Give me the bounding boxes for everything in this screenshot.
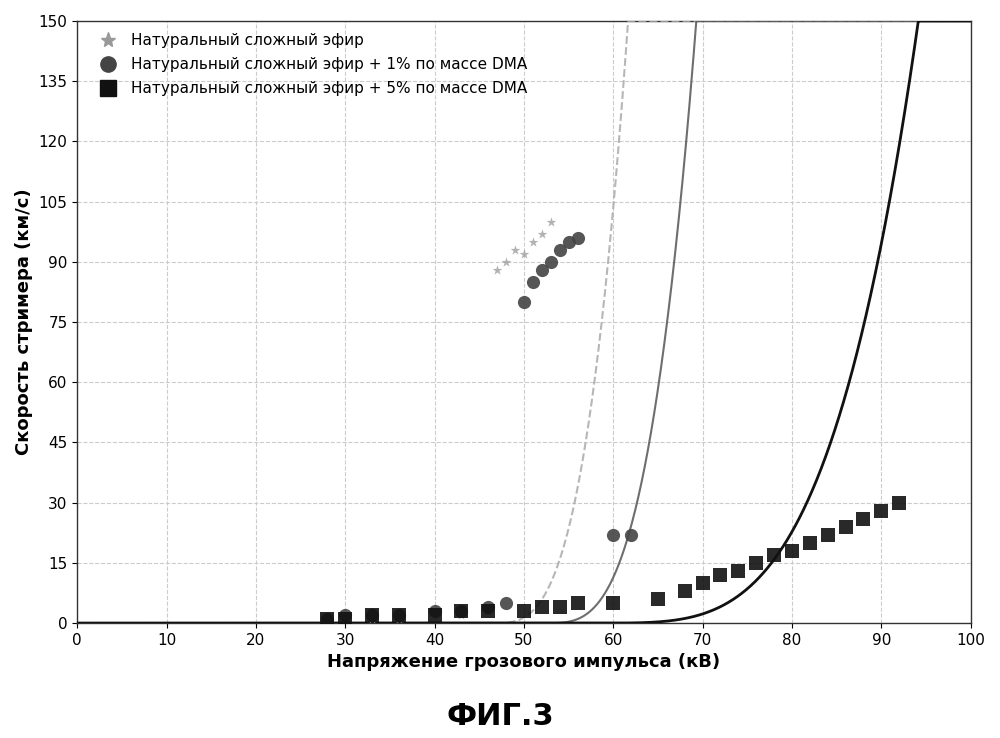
- Point: [605, 597, 621, 609]
- Point: [543, 256, 559, 268]
- Point: [802, 537, 818, 548]
- Point: [525, 276, 541, 288]
- Point: [677, 585, 693, 597]
- Legend: Натуральный сложный эфир, Натуральный сложный эфир + 1% по массе DMA, Натуральны: Натуральный сложный эфир, Натуральный сл…: [86, 27, 533, 103]
- Point: [534, 228, 550, 240]
- Point: [498, 597, 514, 609]
- Point: [525, 236, 541, 248]
- Point: [873, 505, 889, 517]
- Point: [855, 513, 871, 525]
- Point: [453, 605, 469, 617]
- Point: [453, 609, 469, 621]
- Point: [784, 545, 800, 556]
- Point: [730, 565, 746, 577]
- Point: [337, 613, 353, 625]
- Point: [552, 244, 568, 255]
- Point: [391, 609, 407, 621]
- Point: [391, 609, 407, 621]
- Point: [534, 601, 550, 613]
- Point: [364, 609, 380, 621]
- Point: [337, 609, 353, 621]
- Point: [650, 593, 666, 605]
- Point: [570, 232, 586, 244]
- Point: [748, 557, 764, 569]
- Point: [570, 597, 586, 609]
- Point: [543, 215, 559, 227]
- Point: [480, 601, 496, 613]
- Point: [427, 605, 443, 617]
- Point: [712, 569, 728, 581]
- Point: [391, 613, 407, 625]
- Point: [319, 613, 335, 625]
- Point: [516, 296, 532, 308]
- Point: [507, 244, 523, 255]
- Point: [489, 264, 505, 276]
- Point: [516, 605, 532, 617]
- Point: [337, 613, 353, 625]
- Point: [427, 609, 443, 621]
- Point: [891, 497, 907, 508]
- Point: [498, 256, 514, 268]
- Point: [453, 605, 469, 617]
- Point: [561, 236, 577, 248]
- Point: [695, 577, 711, 589]
- Point: [605, 529, 621, 541]
- Point: [364, 613, 380, 625]
- Point: [480, 605, 496, 617]
- Text: ФИГ.3: ФИГ.3: [446, 702, 554, 731]
- Point: [820, 529, 836, 541]
- Point: [552, 601, 568, 613]
- Point: [766, 549, 782, 561]
- Point: [319, 613, 335, 625]
- X-axis label: Напряжение грозового импульса (кВ): Напряжение грозового импульса (кВ): [327, 653, 720, 672]
- Point: [838, 521, 854, 533]
- Point: [534, 264, 550, 276]
- Y-axis label: Скорость стримера (км/с): Скорость стримера (км/с): [15, 189, 33, 455]
- Point: [480, 605, 496, 617]
- Point: [516, 248, 532, 260]
- Point: [623, 529, 639, 541]
- Point: [319, 613, 335, 625]
- Point: [364, 609, 380, 621]
- Point: [427, 609, 443, 621]
